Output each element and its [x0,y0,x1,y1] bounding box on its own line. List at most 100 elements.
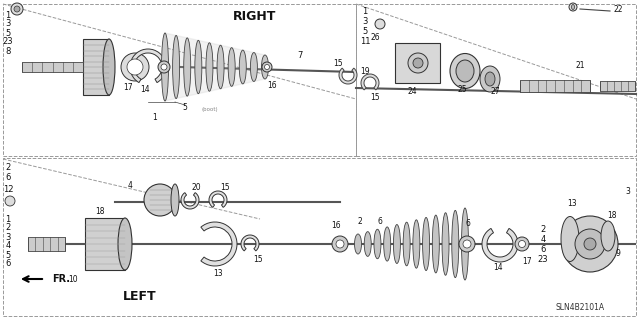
Text: 12: 12 [3,184,13,194]
Ellipse shape [422,218,429,271]
Text: 20: 20 [191,183,201,192]
Text: 5: 5 [5,28,11,38]
Ellipse shape [217,45,224,89]
Text: 22: 22 [613,4,623,13]
Text: 7: 7 [298,50,303,60]
Text: FR.: FR. [52,274,70,284]
Ellipse shape [239,50,246,84]
Text: 5: 5 [182,102,188,112]
Text: 14: 14 [493,263,503,272]
Circle shape [264,64,269,70]
Ellipse shape [206,43,213,91]
Circle shape [5,196,15,206]
Bar [3,158,636,316]
Text: 4: 4 [127,182,132,190]
Text: 4: 4 [5,241,11,250]
Text: SLN4B2101A: SLN4B2101A [556,302,605,311]
Circle shape [459,236,475,252]
Bar [85,218,125,270]
Circle shape [14,6,20,12]
Ellipse shape [394,225,401,263]
Ellipse shape [461,208,468,280]
Circle shape [584,238,596,250]
Bar [600,81,635,91]
Text: 5: 5 [362,26,367,35]
Text: 1: 1 [362,6,367,16]
Circle shape [515,237,529,251]
Ellipse shape [118,218,132,270]
Text: 6: 6 [378,218,383,226]
Text: 17: 17 [522,257,532,266]
Circle shape [262,62,272,72]
Circle shape [562,216,618,272]
Circle shape [375,19,385,29]
Text: LEFT: LEFT [123,291,157,303]
Text: 3: 3 [5,233,11,241]
Circle shape [158,61,170,73]
Text: 15: 15 [253,256,263,264]
Text: RIGHT: RIGHT [234,10,276,23]
Bar [83,39,109,95]
Text: 2: 2 [5,224,11,233]
Ellipse shape [480,66,500,92]
Ellipse shape [103,39,115,95]
Bar [28,237,65,251]
Wedge shape [339,68,357,84]
Ellipse shape [456,60,474,82]
Bar [356,4,636,156]
Text: (boot): (boot) [202,107,218,112]
Circle shape [575,229,605,259]
Ellipse shape [442,213,449,275]
Ellipse shape [195,40,202,94]
Text: 6: 6 [540,244,546,254]
Circle shape [336,240,344,248]
Wedge shape [201,222,237,266]
Circle shape [144,184,176,216]
Text: 23: 23 [3,38,13,47]
Wedge shape [209,191,227,207]
Text: 17: 17 [123,83,133,92]
Text: 2: 2 [358,218,362,226]
Circle shape [11,3,23,15]
Text: 16: 16 [331,221,341,231]
Text: 6: 6 [5,174,11,182]
Text: 15: 15 [333,58,343,68]
Wedge shape [181,193,199,209]
Polygon shape [165,33,265,101]
Bar [3,4,356,156]
Ellipse shape [601,221,615,251]
Ellipse shape [432,215,439,273]
Ellipse shape [408,53,428,73]
Bar [22,62,83,72]
Ellipse shape [403,222,410,266]
Text: 13: 13 [213,270,223,278]
Text: 18: 18 [95,207,105,217]
Circle shape [161,64,167,70]
Circle shape [518,241,525,248]
Text: 9: 9 [616,249,620,258]
Text: 4: 4 [540,234,546,243]
Text: 6: 6 [5,259,11,269]
Text: 26: 26 [370,33,380,41]
Bar [395,43,440,83]
Text: 10: 10 [68,275,78,284]
Text: 8: 8 [5,47,11,56]
Text: 13: 13 [567,199,577,209]
Ellipse shape [364,232,371,256]
Text: 21: 21 [575,62,585,70]
Text: 15: 15 [370,93,380,101]
Wedge shape [482,228,518,262]
Text: 3: 3 [362,17,368,26]
Ellipse shape [413,58,423,68]
Circle shape [121,53,149,81]
Wedge shape [361,74,379,90]
Wedge shape [130,49,166,83]
Circle shape [332,236,348,252]
Ellipse shape [228,48,235,86]
Ellipse shape [171,184,179,216]
Circle shape [463,240,471,248]
Ellipse shape [485,72,495,86]
Text: 14: 14 [140,85,150,93]
Text: 2: 2 [540,225,546,234]
Text: 25: 25 [457,85,467,93]
